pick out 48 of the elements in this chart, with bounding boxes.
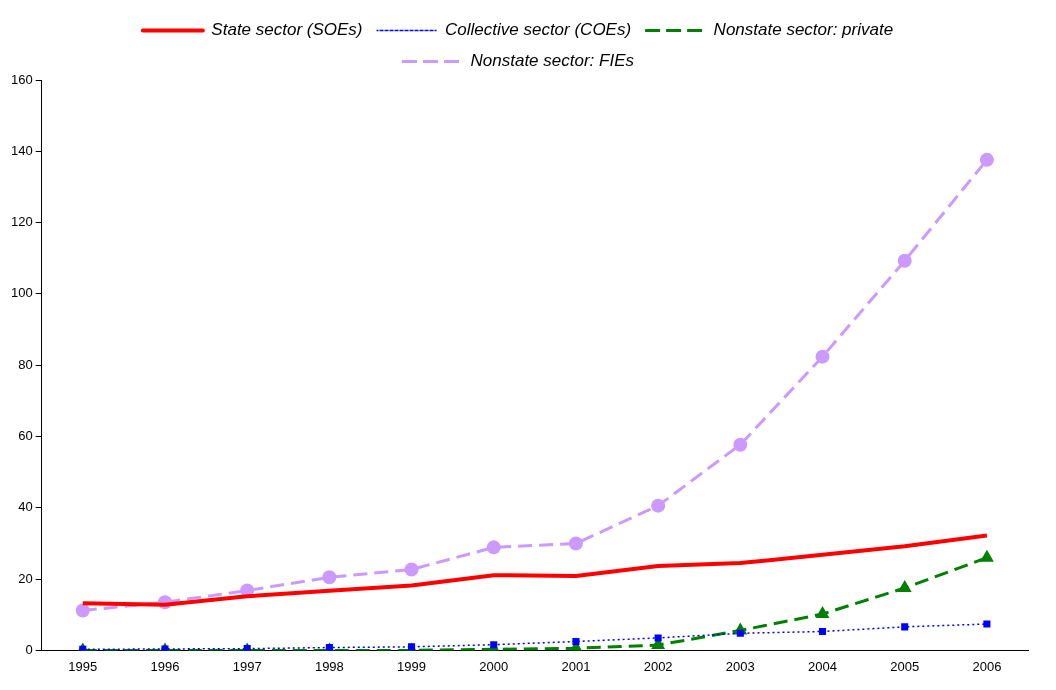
point (654, 634, 662, 642)
y-tick-label: 20 (18, 570, 33, 586)
legend-label: Nonstate sector: private (713, 20, 894, 40)
x-tick-label: 2000 (479, 658, 509, 674)
point (979, 549, 994, 562)
point (322, 570, 337, 585)
legend-label: State sector (SOEs) (211, 20, 363, 40)
x-tick-label: 2006 (972, 658, 1002, 674)
point (818, 627, 827, 636)
point (897, 580, 912, 593)
y-tick-label: 120 (10, 214, 33, 230)
point (490, 641, 498, 649)
x-tick-label: 2005 (890, 658, 920, 674)
y-tick-label: 60 (18, 428, 33, 444)
point (568, 536, 583, 551)
point (901, 623, 909, 631)
y-tick-label: 40 (18, 499, 33, 515)
x-tick-label: 2001 (561, 658, 591, 674)
point (243, 645, 251, 651)
point (815, 606, 830, 619)
x-tick-label: 1998 (314, 658, 344, 674)
point (572, 637, 580, 646)
point (325, 644, 333, 651)
point (75, 603, 90, 618)
y-tick-label: 0 (25, 641, 33, 657)
legend-label: Collective sector (COEs) (445, 20, 632, 40)
point (897, 253, 912, 268)
x-tick-label: 1999 (397, 658, 427, 674)
point (979, 152, 994, 167)
x-tick-label: 2004 (808, 658, 837, 674)
legend-label: Nonstate sector: FIEs (470, 51, 635, 71)
y-tick-label: 140 (10, 142, 33, 158)
x-tick-label: 2002 (643, 658, 673, 674)
x-tick-label: 1997 (232, 658, 262, 674)
point (983, 620, 991, 628)
y-tick-label: 160 (10, 71, 33, 87)
point (815, 349, 830, 364)
point (736, 629, 744, 637)
point (408, 643, 416, 651)
point (404, 562, 419, 577)
x-tick-label: 1995 (68, 658, 98, 674)
point (486, 540, 501, 555)
y-tick-label: 80 (18, 356, 33, 372)
y-tick-label: 100 (10, 285, 33, 301)
x-tick-label: 1996 (150, 658, 180, 674)
x-tick-label: 2003 (725, 658, 755, 674)
point (651, 498, 666, 513)
point (733, 437, 748, 452)
